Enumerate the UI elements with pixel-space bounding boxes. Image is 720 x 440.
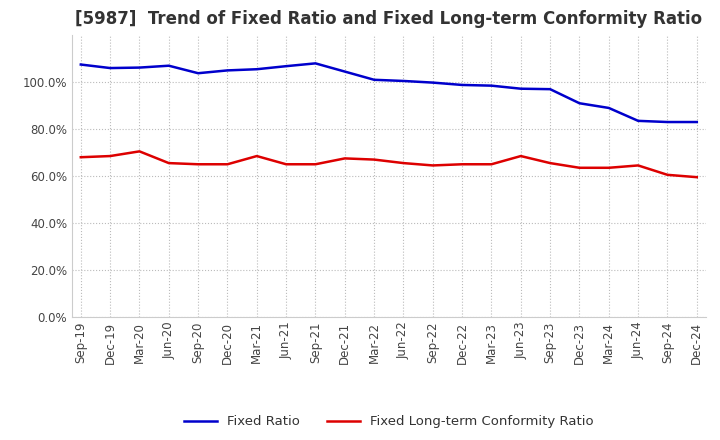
Fixed Ratio xyxy=(663,119,672,125)
Legend: Fixed Ratio, Fixed Long-term Conformity Ratio: Fixed Ratio, Fixed Long-term Conformity … xyxy=(184,415,594,429)
Fixed Long-term Conformity Ratio xyxy=(253,154,261,159)
Fixed Ratio xyxy=(546,87,554,92)
Fixed Long-term Conformity Ratio xyxy=(693,175,701,180)
Title: [5987]  Trend of Fixed Ratio and Fixed Long-term Conformity Ratio: [5987] Trend of Fixed Ratio and Fixed Lo… xyxy=(75,10,703,28)
Fixed Ratio xyxy=(311,61,320,66)
Fixed Long-term Conformity Ratio xyxy=(341,156,349,161)
Fixed Long-term Conformity Ratio xyxy=(605,165,613,170)
Fixed Long-term Conformity Ratio xyxy=(516,154,525,159)
Fixed Long-term Conformity Ratio xyxy=(487,161,496,167)
Fixed Ratio xyxy=(634,118,642,124)
Fixed Ratio xyxy=(135,65,144,70)
Line: Fixed Long-term Conformity Ratio: Fixed Long-term Conformity Ratio xyxy=(81,151,697,177)
Fixed Ratio xyxy=(693,119,701,125)
Fixed Ratio xyxy=(428,80,437,85)
Fixed Long-term Conformity Ratio xyxy=(399,161,408,166)
Fixed Long-term Conformity Ratio xyxy=(370,157,379,162)
Fixed Ratio xyxy=(370,77,379,82)
Fixed Long-term Conformity Ratio xyxy=(135,149,144,154)
Fixed Ratio xyxy=(223,68,232,73)
Fixed Long-term Conformity Ratio xyxy=(223,161,232,167)
Fixed Long-term Conformity Ratio xyxy=(575,165,584,170)
Fixed Long-term Conformity Ratio xyxy=(428,163,437,168)
Fixed Long-term Conformity Ratio xyxy=(458,161,467,167)
Fixed Ratio xyxy=(575,101,584,106)
Fixed Ratio xyxy=(253,66,261,72)
Fixed Ratio xyxy=(458,82,467,88)
Fixed Long-term Conformity Ratio xyxy=(634,163,642,168)
Line: Fixed Ratio: Fixed Ratio xyxy=(81,63,697,122)
Fixed Long-term Conformity Ratio xyxy=(282,161,290,167)
Fixed Ratio xyxy=(516,86,525,92)
Fixed Ratio xyxy=(76,62,85,67)
Fixed Long-term Conformity Ratio xyxy=(106,154,114,159)
Fixed Long-term Conformity Ratio xyxy=(663,172,672,177)
Fixed Ratio xyxy=(164,63,173,68)
Fixed Ratio xyxy=(399,78,408,84)
Fixed Ratio xyxy=(605,105,613,110)
Fixed Long-term Conformity Ratio xyxy=(311,161,320,167)
Fixed Ratio xyxy=(106,66,114,71)
Fixed Ratio xyxy=(341,69,349,74)
Fixed Ratio xyxy=(487,83,496,88)
Fixed Ratio xyxy=(194,70,202,76)
Fixed Ratio xyxy=(282,63,290,69)
Fixed Long-term Conformity Ratio xyxy=(164,161,173,166)
Fixed Long-term Conformity Ratio xyxy=(194,161,202,167)
Fixed Long-term Conformity Ratio xyxy=(76,154,85,160)
Fixed Long-term Conformity Ratio xyxy=(546,161,554,166)
